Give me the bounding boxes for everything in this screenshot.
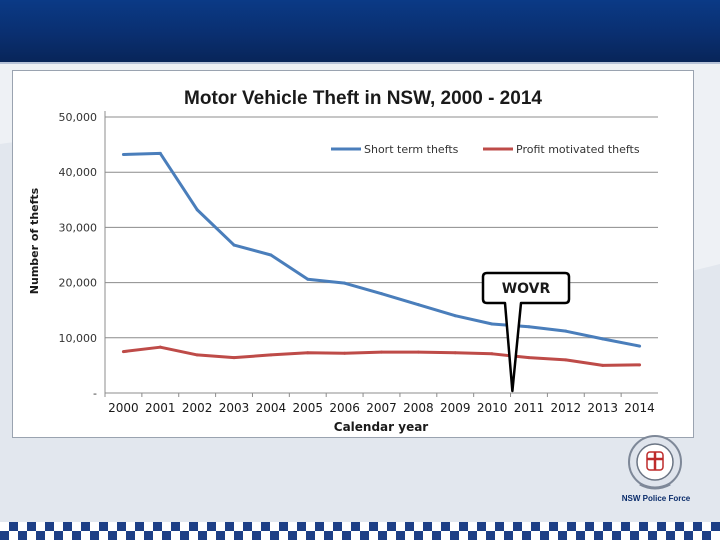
wovr-callout: WOVR	[481, 271, 571, 393]
chart-legend: Short term thefts Profit motivated thefts	[331, 143, 640, 156]
series-line-1	[123, 345, 640, 367]
data-point	[232, 243, 236, 247]
data-point	[121, 153, 125, 157]
nsw-police-badge	[628, 435, 682, 490]
y-tick-label: -	[93, 387, 97, 400]
x-tick-label: 2006	[329, 401, 360, 415]
x-tick-label: 2010	[477, 401, 508, 415]
x-tick-label: 2000	[108, 401, 139, 415]
data-point	[416, 350, 420, 354]
data-point	[416, 303, 420, 307]
data-point	[269, 253, 273, 257]
data-point	[158, 345, 162, 349]
chart-gridlines	[104, 111, 658, 394]
y-tick-label: 10,000	[59, 332, 98, 345]
y-tick-label: 50,000	[59, 111, 98, 124]
x-tick-label: 2013	[587, 401, 618, 415]
data-point	[195, 208, 199, 212]
y-tick-label: 30,000	[59, 221, 98, 234]
callout-shape	[481, 271, 571, 393]
data-point	[306, 351, 310, 355]
callout-label: WOVR	[502, 281, 551, 297]
y-axis-label: Number of thefts	[28, 187, 41, 294]
data-point	[527, 325, 531, 329]
data-point	[527, 356, 531, 360]
data-point	[638, 363, 642, 367]
data-point	[380, 350, 383, 354]
data-point	[601, 337, 605, 341]
data-point	[158, 151, 162, 155]
y-tick-label: 20,000	[59, 277, 98, 290]
x-tick-label: 2007	[366, 401, 397, 415]
data-point	[306, 277, 310, 281]
data-point	[601, 363, 605, 367]
series-line-0	[123, 151, 640, 348]
x-tick-label: 2012	[551, 401, 582, 415]
x-axis-ticks: 2000 2001 2002 2003 2004 2005 2006 2007 2008 2009…	[104, 393, 655, 415]
y-axis-ticks: - 10,000 20,000 30,000 40,000 50,000	[59, 111, 98, 400]
data-point	[343, 351, 347, 355]
checker-band-top	[0, 522, 720, 531]
x-tick-label: 2008	[403, 401, 434, 415]
x-tick-label: 2005	[292, 401, 323, 415]
data-point	[564, 358, 568, 362]
logo-caption: NSW Police Force	[621, 494, 691, 503]
y-tick-label: 40,000	[59, 166, 98, 179]
data-point	[121, 350, 125, 354]
chart-title: Motor Vehicle Theft in NSW, 2000 - 2014	[184, 88, 542, 109]
x-tick-label: 2001	[145, 401, 176, 415]
data-point	[269, 353, 273, 357]
data-point	[380, 292, 383, 296]
data-point	[343, 281, 347, 285]
data-point	[453, 314, 457, 318]
badge-banner	[639, 482, 671, 490]
legend-label: Short term thefts	[364, 143, 459, 156]
x-tick-label: 2014	[624, 401, 655, 415]
x-tick-label: 2002	[182, 401, 213, 415]
x-tick-label: 2009	[440, 401, 471, 415]
x-axis-label: Calendar year	[334, 420, 429, 434]
chart-frame: Motor Vehicle Theft in NSW, 2000 - 2014 …	[12, 70, 694, 438]
data-point	[490, 322, 494, 326]
x-tick-label: 2004	[256, 401, 287, 415]
slide-header-band	[0, 0, 720, 62]
data-point	[638, 344, 642, 348]
line-chart: Motor Vehicle Theft in NSW, 2000 - 2014 …	[28, 88, 658, 434]
legend-label: Profit motivated thefts	[516, 143, 640, 156]
data-point	[453, 351, 457, 355]
data-point	[195, 353, 199, 357]
x-tick-label: 2003	[219, 401, 250, 415]
data-point	[490, 352, 494, 356]
data-point	[232, 356, 236, 360]
data-point	[564, 329, 568, 333]
slide-header-divider	[0, 62, 720, 64]
x-tick-label: 2011	[514, 401, 545, 415]
chart-series	[121, 151, 642, 367]
